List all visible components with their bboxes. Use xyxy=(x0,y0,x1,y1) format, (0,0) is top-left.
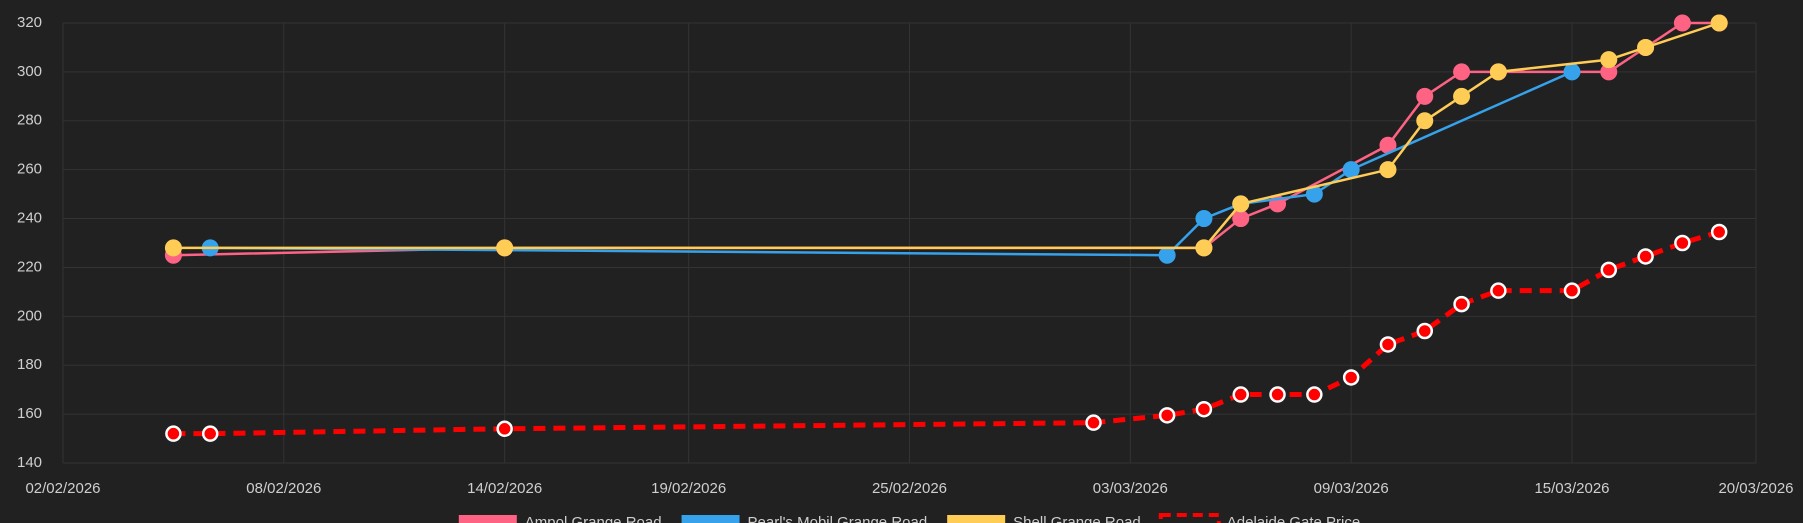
series-line xyxy=(173,21,1720,250)
y-tick-label: 240 xyxy=(17,210,42,227)
legend-label: Shell Grange Road xyxy=(1013,514,1141,523)
y-tick-label: 280 xyxy=(17,112,42,129)
data-point xyxy=(1489,63,1507,81)
data-point xyxy=(1195,239,1213,257)
legend-swatch xyxy=(681,515,740,523)
y-tick-label: 200 xyxy=(17,307,42,324)
data-point xyxy=(1342,369,1360,386)
y-tick-label: 260 xyxy=(17,161,42,178)
data-point xyxy=(1453,87,1471,105)
legend-item: Ampol Grange Road xyxy=(458,514,662,523)
data-point xyxy=(1379,336,1397,353)
data-point xyxy=(1563,282,1581,299)
legend-item: Shell Grange Road xyxy=(947,514,1141,523)
data-point xyxy=(1232,386,1249,403)
series-line xyxy=(173,229,1720,437)
legend-swatch xyxy=(1158,513,1221,523)
data-point xyxy=(1416,87,1434,105)
data-point xyxy=(1600,261,1618,279)
data-point xyxy=(1490,282,1507,299)
data-point xyxy=(1453,295,1470,313)
x-tick-label: 14/02/2026 xyxy=(467,480,542,497)
data-point xyxy=(1710,14,1728,32)
data-point xyxy=(1416,322,1434,340)
data-point xyxy=(1416,112,1434,130)
y-tick-label: 140 xyxy=(17,454,42,471)
legend: Ampol Grange Road Pearl's Mobil Grange Ro… xyxy=(458,513,1360,523)
y-tick-label: 220 xyxy=(17,258,42,275)
legend-label: Pearl's Mobil Grange Road xyxy=(748,514,928,523)
data-point xyxy=(1232,195,1250,213)
data-point xyxy=(1673,14,1691,32)
x-tick-label: 19/02/2026 xyxy=(651,480,726,497)
data-point xyxy=(1342,161,1360,179)
data-point xyxy=(1600,51,1618,69)
data-point xyxy=(201,425,219,442)
data-point xyxy=(1637,248,1654,265)
data-point xyxy=(1710,223,1728,241)
x-tick-label: 03/03/2026 xyxy=(1093,480,1168,497)
data-point xyxy=(1379,161,1397,179)
data-point xyxy=(1306,386,1323,403)
data-point xyxy=(1269,386,1286,403)
x-tick-label: 20/03/2026 xyxy=(1718,480,1793,497)
x-tick-label: 09/03/2026 xyxy=(1314,480,1389,497)
data-point xyxy=(496,420,513,438)
data-point xyxy=(1232,210,1250,228)
legend-swatch xyxy=(458,515,517,523)
x-tick-label: 08/02/2026 xyxy=(246,480,321,497)
x-tick-label: 02/02/2026 xyxy=(25,480,100,497)
data-point xyxy=(1637,38,1655,56)
x-tick-label: 25/02/2026 xyxy=(872,480,947,497)
data-point xyxy=(1453,63,1471,81)
data-point xyxy=(1158,246,1176,264)
data-point xyxy=(1674,234,1691,252)
y-tick-label: 320 xyxy=(17,14,42,31)
y-tick-label: 180 xyxy=(17,356,42,373)
legend-item: Pearl's Mobil Grange Road xyxy=(681,514,928,523)
legend-label: Ampol Grange Road xyxy=(525,514,662,523)
data-point xyxy=(1563,63,1581,81)
data-point xyxy=(1195,400,1213,418)
data-point xyxy=(1085,414,1102,431)
data-point xyxy=(496,239,514,257)
legend-item: Adelaide Gate Price xyxy=(1158,513,1360,523)
legend-label: Adelaide Gate Price xyxy=(1227,514,1360,523)
series-line xyxy=(173,21,1720,257)
data-point xyxy=(165,425,182,442)
y-tick-label: 160 xyxy=(17,405,42,422)
data-point xyxy=(164,239,182,257)
data-point xyxy=(1158,407,1176,424)
legend-swatch xyxy=(947,515,1006,523)
data-point xyxy=(1195,210,1213,228)
y-tick-label: 300 xyxy=(17,63,42,80)
x-tick-label: 15/03/2026 xyxy=(1534,480,1609,497)
series-line xyxy=(210,70,1573,257)
